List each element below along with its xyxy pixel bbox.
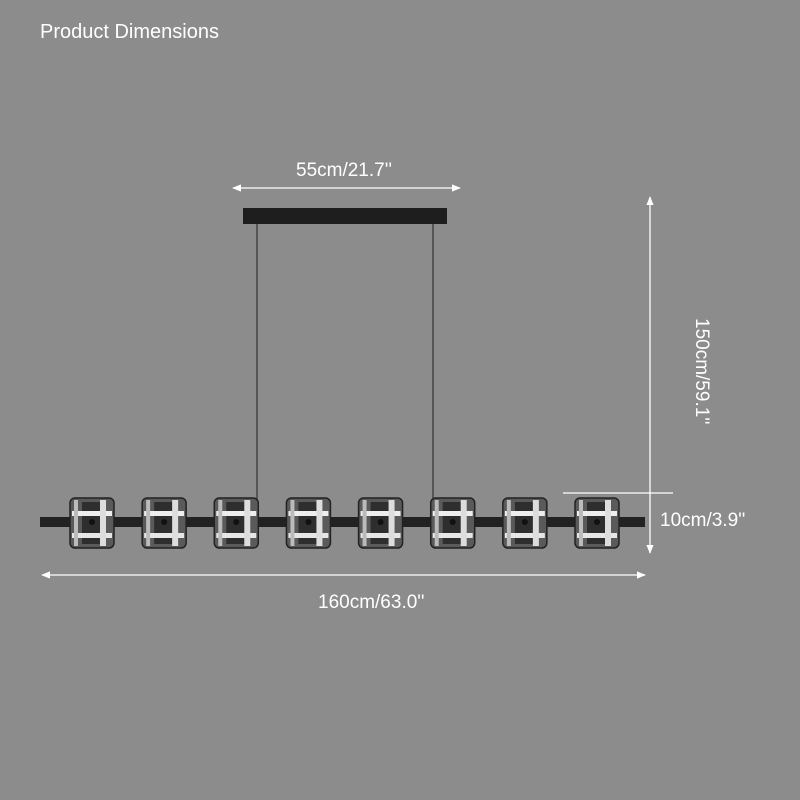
glass-shade bbox=[429, 497, 476, 549]
page-title: Product Dimensions bbox=[40, 21, 219, 43]
canopy bbox=[243, 208, 447, 224]
glass-shade bbox=[213, 497, 260, 549]
glass-shade bbox=[285, 497, 332, 549]
glass-shade bbox=[357, 497, 404, 549]
fixture-bar bbox=[40, 517, 645, 527]
glass-shade bbox=[502, 497, 548, 549]
glass-shade bbox=[574, 497, 620, 549]
glass-shade bbox=[69, 497, 115, 549]
length-label: 160cm/63.0'' bbox=[318, 592, 425, 613]
width-label: 55cm/21.7'' bbox=[296, 160, 392, 181]
height-label: 150cm/59.1'' bbox=[691, 318, 712, 425]
shade-height-label: 10cm/3.9'' bbox=[660, 510, 746, 531]
glass-shade bbox=[141, 497, 187, 549]
